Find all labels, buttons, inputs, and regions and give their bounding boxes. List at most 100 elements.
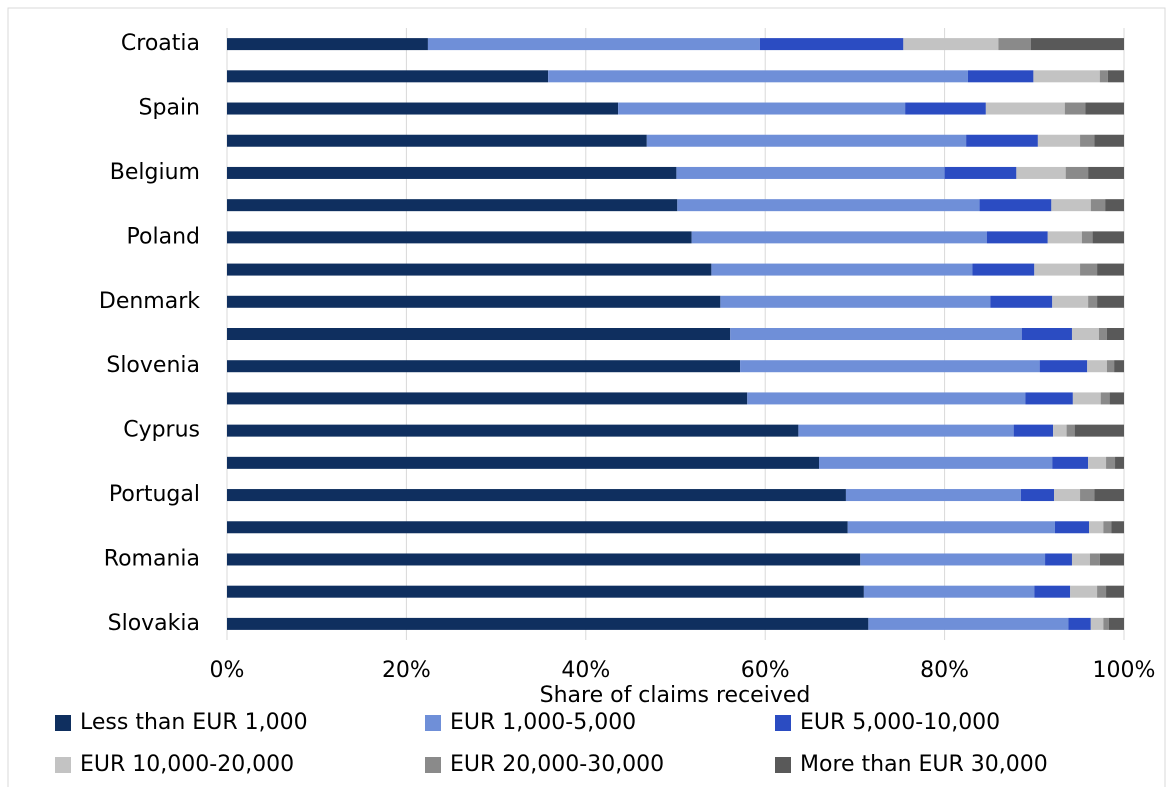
x-tick-label: 20%	[382, 658, 431, 683]
bar-segment	[905, 102, 986, 115]
legend-swatch	[55, 757, 71, 773]
bar-segment	[1037, 134, 1081, 147]
bar-segment	[985, 102, 1065, 115]
bar-segment	[1099, 553, 1124, 566]
bar-segment	[1103, 521, 1112, 534]
bar-segment	[646, 134, 967, 147]
x-tick-label: 40%	[561, 658, 610, 683]
bar-segment	[740, 360, 1040, 373]
bar-segment	[1114, 360, 1124, 373]
bar-segment	[979, 199, 1052, 212]
bar-segment	[1033, 70, 1100, 83]
y-tick-label: Slovenia	[106, 353, 200, 378]
bar-segment	[1106, 328, 1124, 340]
bar-segment	[1047, 231, 1082, 244]
bar-segment	[972, 263, 1035, 276]
bar-segment	[227, 585, 864, 598]
bar-segment	[759, 38, 904, 51]
legend-label: EUR 5,000-10,000	[800, 710, 1000, 735]
y-tick-label: Portugal	[109, 482, 200, 507]
chart-frame	[7, 7, 1166, 791]
bar-segment	[1106, 456, 1116, 469]
x-tick-label: 0%	[210, 658, 245, 683]
bar-segment	[747, 392, 1026, 405]
bar-segment	[1088, 295, 1098, 308]
x-tick-label: 100%	[1093, 658, 1156, 683]
bar-segment	[1052, 295, 1089, 308]
bar-segment	[1071, 553, 1090, 566]
bar-segment	[1098, 328, 1107, 340]
bar-segment	[1094, 134, 1124, 147]
x-axis-label: Share of claims received	[540, 683, 811, 708]
y-tick-label: Belgium	[110, 160, 200, 185]
bar-segment	[1088, 166, 1124, 179]
bar-segment	[819, 456, 1053, 469]
bar-segment	[720, 295, 991, 308]
bar-segment	[1045, 553, 1072, 566]
bar-segment	[990, 295, 1053, 308]
bar-segment	[1085, 102, 1124, 115]
bar-segment	[1115, 456, 1124, 469]
y-tick-label: Slovakia	[108, 611, 200, 636]
bar-segment	[1081, 231, 1093, 244]
legend-label: EUR 1,000-5,000	[450, 710, 636, 735]
bar-segment	[227, 295, 721, 308]
y-tick-label: Romania	[104, 546, 200, 571]
x-tick-label: 60%	[741, 658, 790, 683]
bar-segment	[1109, 392, 1124, 405]
bar-segment	[227, 70, 549, 83]
x-tick-label: 80%	[920, 658, 969, 683]
bar-segment	[903, 38, 999, 51]
legend-label: More than EUR 30,000	[800, 752, 1048, 777]
bar-segment	[711, 263, 973, 276]
bar-segment	[1034, 263, 1081, 276]
bar-segment	[676, 166, 945, 179]
bar-segment	[1099, 70, 1108, 83]
y-tick-label: Poland	[127, 224, 200, 249]
bar-segment	[863, 585, 1035, 598]
bar-segment	[1094, 489, 1124, 502]
bar-segment	[227, 360, 741, 373]
bar-segment	[847, 521, 1055, 534]
bar-segment	[966, 134, 1038, 147]
legend-swatch	[425, 757, 441, 773]
bar-segment	[677, 199, 980, 212]
bar-segment	[227, 38, 428, 51]
bar-segment	[1106, 585, 1124, 598]
bar-segment	[1090, 199, 1106, 212]
bar-segment	[227, 231, 692, 244]
bar-segment	[227, 521, 848, 534]
bar-segment	[1100, 392, 1110, 405]
legend-label: Less than EUR 1,000	[80, 710, 308, 735]
bar-segment	[227, 553, 861, 566]
bar-segment	[548, 70, 968, 83]
bar-segment	[860, 553, 1046, 566]
bar-segment	[1054, 489, 1081, 502]
bar-segment	[1106, 360, 1115, 373]
bar-segment	[1097, 585, 1107, 598]
legend-swatch	[775, 715, 791, 731]
bar-segment	[944, 166, 1017, 179]
legend-swatch	[425, 715, 441, 731]
bar-segment	[1072, 392, 1101, 405]
bar-segment	[798, 424, 1014, 437]
y-tick-label: Denmark	[99, 289, 200, 314]
bar-segment	[1052, 456, 1089, 469]
bar-segment	[986, 231, 1048, 244]
bar-segment	[227, 134, 647, 147]
bar-segment	[1090, 617, 1104, 630]
bar-segment	[1030, 38, 1124, 51]
y-tick-label: Cyprus	[123, 418, 200, 443]
bar-segment	[1070, 585, 1098, 598]
bar-segment	[227, 456, 820, 469]
bar-segment	[227, 392, 748, 405]
legend-label: EUR 20,000-30,000	[450, 752, 664, 777]
bar-segment	[1089, 521, 1104, 534]
bar-segment	[1071, 328, 1099, 340]
bar-segment	[1108, 617, 1124, 630]
bar-segment	[1016, 166, 1066, 179]
bar-segment	[1097, 295, 1124, 308]
bar-segment	[1080, 134, 1095, 147]
bar-segment	[1039, 360, 1088, 373]
